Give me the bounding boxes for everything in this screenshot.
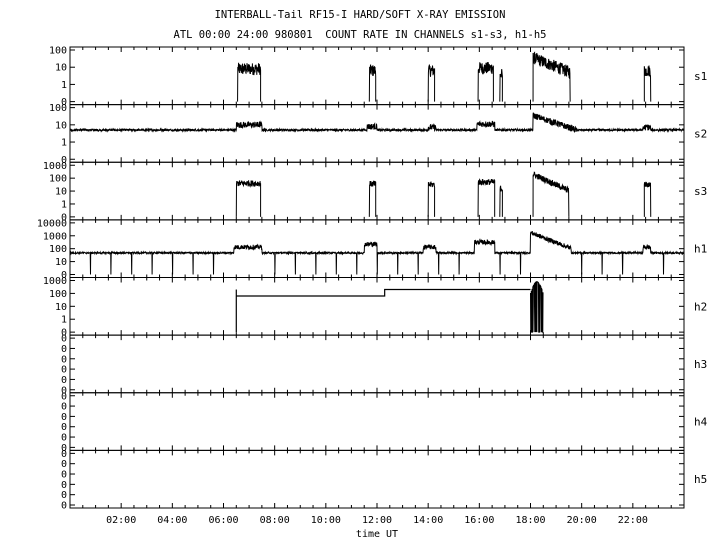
y-tick-label-s3: 0 bbox=[61, 212, 67, 223]
y-tick-label-s1: 1 bbox=[61, 80, 67, 91]
x-tick-label: 12:00 bbox=[362, 515, 392, 526]
y-tick-label-s3: 100 bbox=[49, 174, 67, 185]
event-trace-s3-0 bbox=[235, 180, 262, 217]
event-trace-s3-3 bbox=[477, 178, 496, 217]
y-tick-label-s2: 100 bbox=[49, 103, 67, 114]
y-tick-label-h3: 0 bbox=[61, 385, 67, 396]
channel-label-h1: h1 bbox=[694, 243, 707, 256]
y-tick-label-s1: 0 bbox=[61, 97, 67, 108]
x-tick-label: 02:00 bbox=[106, 515, 136, 526]
y-tick-label-h4: 0 bbox=[61, 443, 67, 454]
y-tick-label-s3: 1000 bbox=[43, 161, 67, 172]
y-tick-label-h4: 0 bbox=[61, 433, 67, 444]
y-tick-label-s2: 0 bbox=[61, 155, 67, 166]
y-tick-label-h4: 0 bbox=[61, 391, 67, 402]
event-trace-s1-4 bbox=[499, 69, 503, 102]
event-trace-s3-2 bbox=[427, 181, 436, 217]
y-tick-label-h1: 100 bbox=[49, 244, 67, 255]
event-trace-s1-3 bbox=[477, 62, 494, 102]
y-tick-label-h2: 1000 bbox=[43, 276, 67, 287]
event-trace-s3-1 bbox=[368, 180, 377, 217]
event-trace-s1-2 bbox=[427, 64, 436, 102]
trace-s2 bbox=[69, 112, 685, 133]
channel-label-h3: h3 bbox=[694, 358, 707, 371]
x-tick-label: 18:00 bbox=[515, 515, 545, 526]
panel-frame-s1 bbox=[69, 46, 685, 106]
y-tick-label-h5: 0 bbox=[61, 490, 67, 501]
panel-frame-h2 bbox=[69, 277, 685, 336]
event-trace-s3-5 bbox=[532, 171, 570, 217]
y-tick-label-h4: 0 bbox=[61, 412, 67, 423]
y-tick-label-h2: 1 bbox=[61, 315, 67, 326]
y-tick-label-h3: 0 bbox=[61, 344, 67, 355]
event-trace-s1-1 bbox=[368, 64, 377, 102]
x-tick-label: 20:00 bbox=[567, 515, 597, 526]
y-tick-label-s1: 10 bbox=[55, 63, 67, 74]
x-tick-label: 04:00 bbox=[157, 515, 187, 526]
x-tick-label: 06:00 bbox=[208, 515, 238, 526]
y-tick-label-h1: 10 bbox=[55, 257, 67, 268]
channel-label-h4: h4 bbox=[694, 416, 708, 429]
y-tick-label-h5: 0 bbox=[61, 501, 67, 512]
channel-label-h2: h2 bbox=[694, 300, 707, 313]
panel-frame-h5 bbox=[69, 449, 685, 509]
y-tick-label-h2: 100 bbox=[49, 289, 67, 300]
h2-burst-trace bbox=[530, 281, 544, 333]
y-tick-label-s2: 10 bbox=[55, 120, 67, 131]
channel-label-s1: s1 bbox=[694, 70, 707, 83]
panel-frame-h4 bbox=[69, 392, 685, 451]
event-trace-s1-0 bbox=[237, 62, 262, 102]
y-tick-label-h3: 0 bbox=[61, 334, 67, 345]
y-tick-label-h5: 0 bbox=[61, 449, 67, 460]
y-tick-label-s3: 10 bbox=[55, 187, 67, 198]
y-tick-label-h5: 0 bbox=[61, 480, 67, 491]
x-tick-label: 14:00 bbox=[413, 515, 443, 526]
y-tick-label-h4: 0 bbox=[61, 402, 67, 413]
y-tick-label-h5: 0 bbox=[61, 459, 67, 470]
y-tick-label-h2: 10 bbox=[55, 302, 67, 313]
x-tick-label: 10:00 bbox=[311, 515, 341, 526]
panel-frame-h3 bbox=[69, 334, 685, 394]
event-trace-s1-5 bbox=[532, 51, 571, 102]
chart-title: INTERBALL-Tail RF15-I HARD/SOFT X-RAY EM… bbox=[214, 9, 506, 21]
event-trace-s3-4 bbox=[499, 185, 503, 217]
x-axis-label: time UT bbox=[356, 529, 398, 540]
y-tick-label-s2: 1 bbox=[61, 138, 67, 149]
event-trace-s3-6 bbox=[643, 181, 652, 217]
y-tick-label-s1: 100 bbox=[49, 46, 67, 57]
h2-step-line bbox=[236, 288, 531, 297]
y-tick-label-h3: 0 bbox=[61, 375, 67, 386]
channel-label-s3: s3 bbox=[694, 185, 707, 198]
y-tick-label-h4: 0 bbox=[61, 422, 67, 433]
x-tick-label: 16:00 bbox=[464, 515, 494, 526]
y-tick-label-h1: 10000 bbox=[37, 218, 67, 229]
x-tick-label: 22:00 bbox=[618, 515, 648, 526]
panel-frame-s2 bbox=[69, 104, 685, 163]
trace-h1 bbox=[69, 230, 685, 275]
y-tick-label-h2: 0 bbox=[61, 328, 67, 339]
chart-subtitle: ATL 00:00 24:00 980801 COUNT RATE IN CHA… bbox=[173, 29, 547, 41]
y-tick-label-h3: 0 bbox=[61, 354, 67, 365]
y-tick-label-h3: 0 bbox=[61, 365, 67, 376]
x-tick-label: 08:00 bbox=[260, 515, 290, 526]
panel-frame-s3 bbox=[69, 161, 685, 221]
y-tick-label-h1: 0 bbox=[61, 270, 67, 281]
channel-label-s2: s2 bbox=[694, 127, 707, 140]
y-tick-label-h5: 0 bbox=[61, 470, 67, 481]
event-trace-s1-6 bbox=[643, 65, 652, 102]
channel-label-h5: h5 bbox=[694, 473, 707, 486]
y-tick-label-s3: 1 bbox=[61, 199, 67, 210]
y-tick-label-h1: 1000 bbox=[43, 231, 67, 242]
